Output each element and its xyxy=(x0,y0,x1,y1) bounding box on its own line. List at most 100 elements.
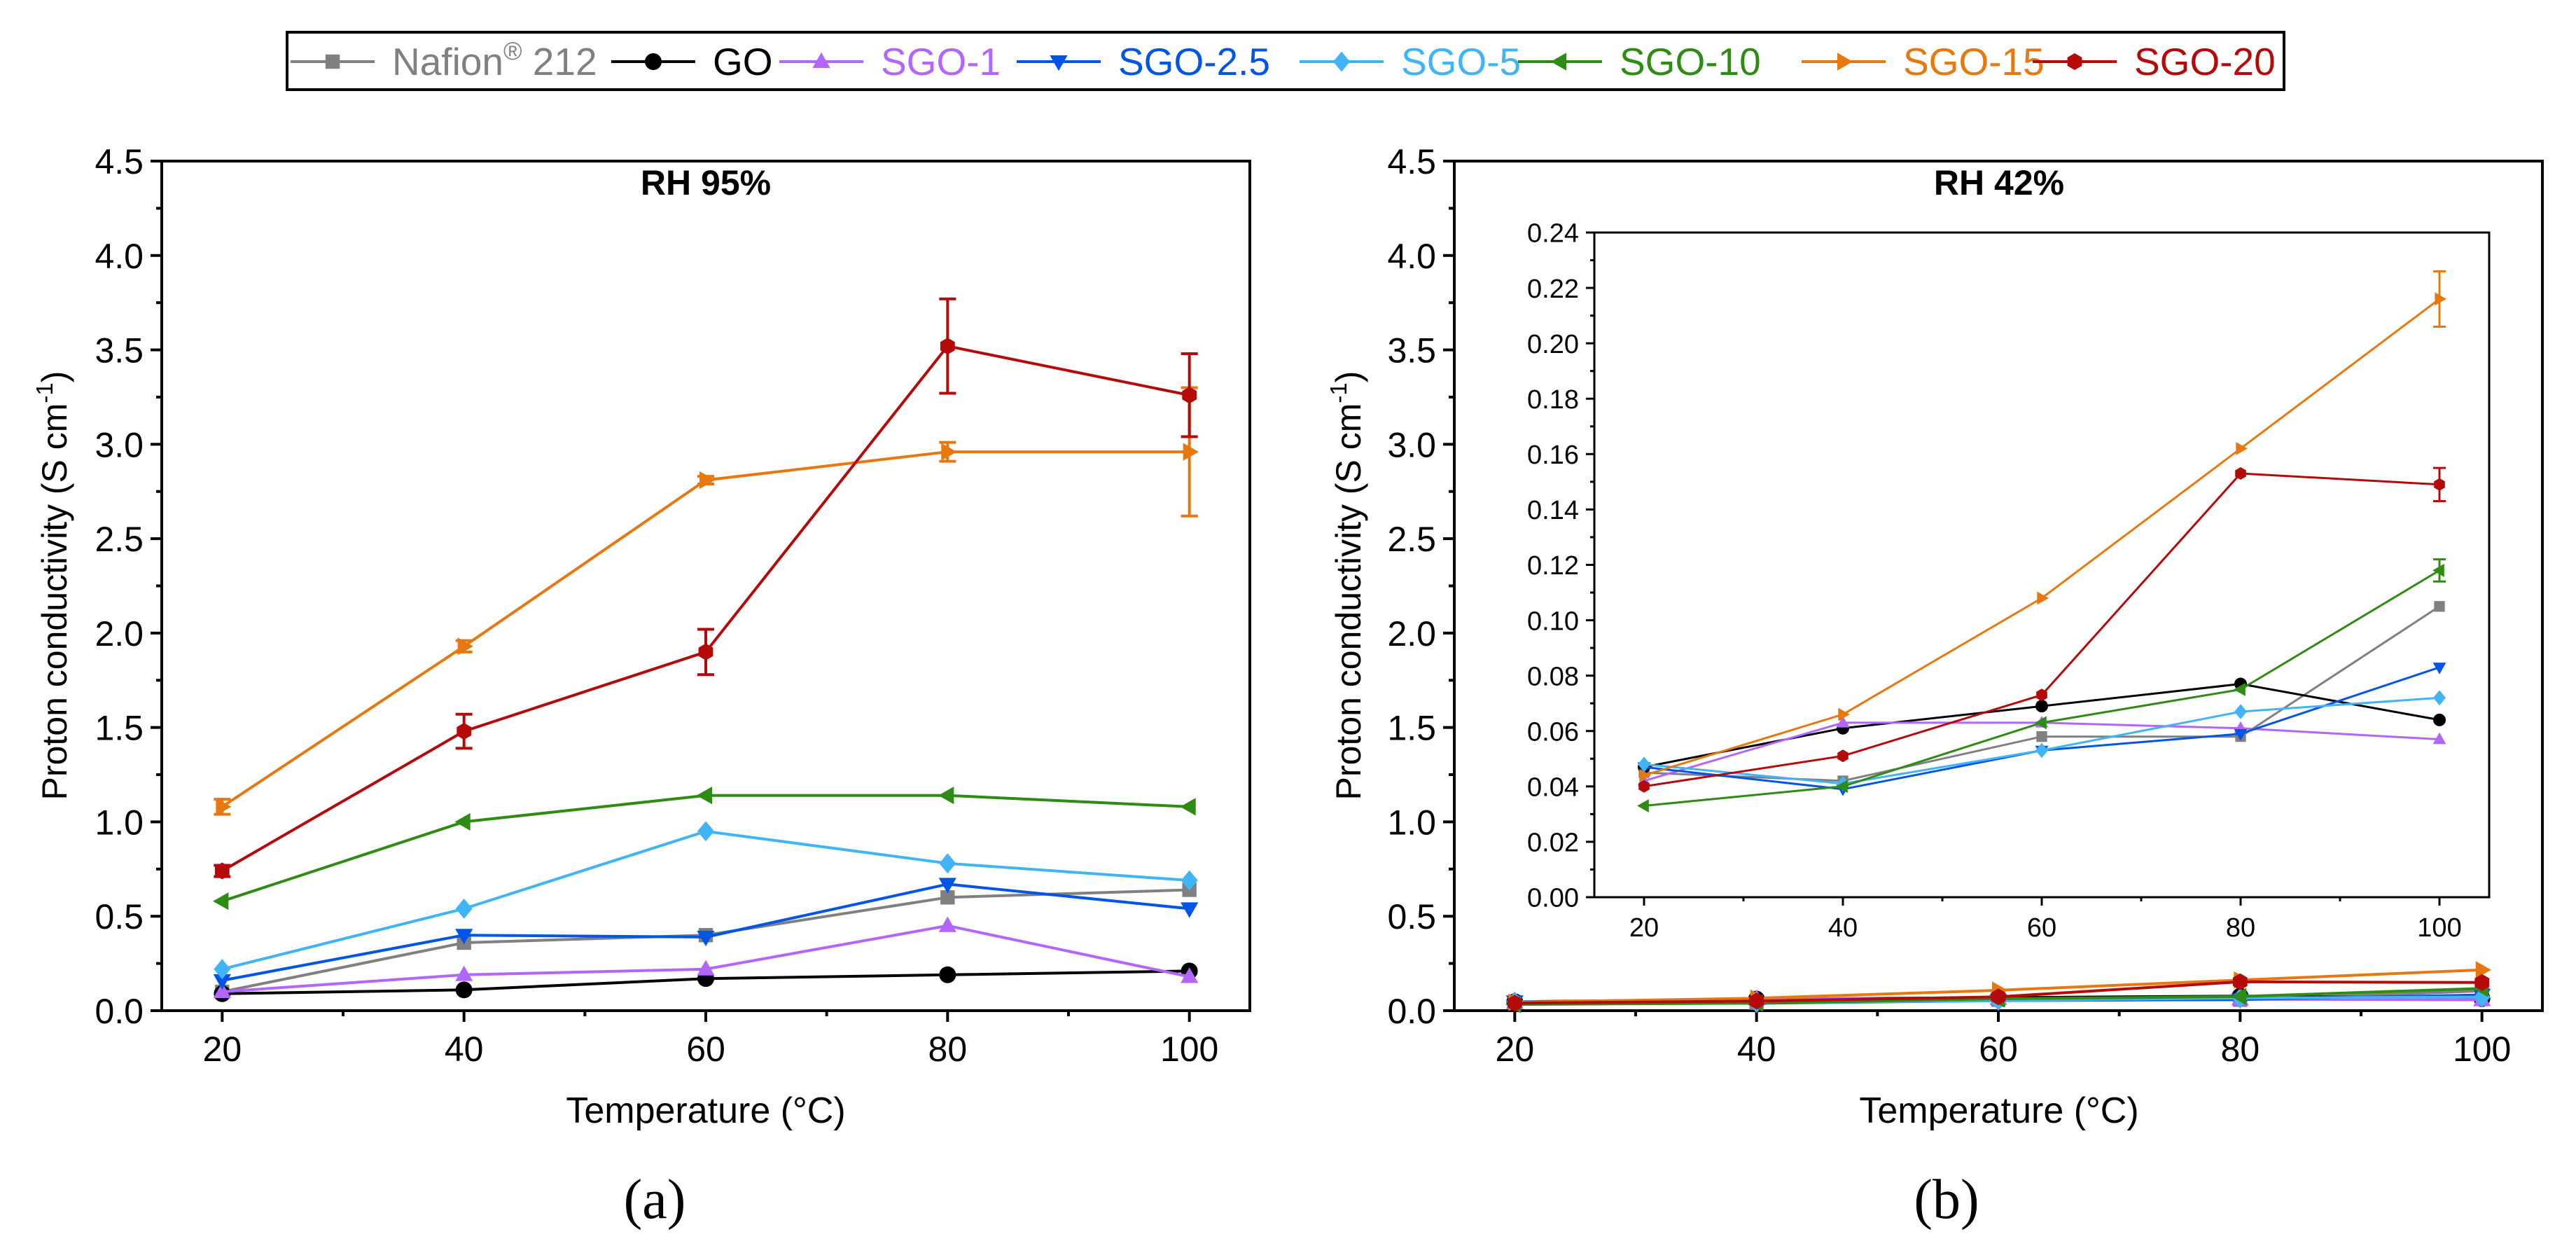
inset-point-sgo-15 xyxy=(1838,707,1850,721)
a-point-sgo-10 xyxy=(1180,798,1196,816)
a-point-sgo-10 xyxy=(938,787,954,805)
b-point-sgo-20 xyxy=(1507,995,1522,1012)
inset-point-sgo-20 xyxy=(1837,749,1849,763)
inset-y-tick-label: 0.20 xyxy=(1527,330,1579,359)
a-point-sgo-1 xyxy=(697,960,715,976)
a-point-sgo-10 xyxy=(213,892,229,911)
a-x-tick-label: 40 xyxy=(445,1030,484,1069)
b-point-sgo-20 xyxy=(1749,992,1764,1010)
inset-y-tick-label: 0.00 xyxy=(1527,884,1579,913)
a-point-sgo-5 xyxy=(939,853,956,874)
a-point-sgo-15 xyxy=(216,798,232,816)
b-y-tick-label: 3.5 xyxy=(1387,331,1436,371)
b-y-tick-label: 0.5 xyxy=(1387,897,1436,936)
a-y-tick-label: 2.5 xyxy=(95,520,144,559)
inset-background xyxy=(1594,233,2489,897)
a-point-go xyxy=(455,981,473,999)
b-inset: 0.00 0.02 0.04 0.06 0.08 0.10 0.12 0.14 0.16 0.18… xyxy=(1527,219,2491,943)
legend-item-nafion-212: Nafion® 212 xyxy=(291,36,597,83)
inset-point-sgo-1 xyxy=(1836,716,1850,728)
inset-series-sgo-15 xyxy=(1639,270,2446,782)
legend-label-nafion-212: Nafion® 212 xyxy=(392,36,597,83)
a-point-sgo-20 xyxy=(940,338,955,355)
b-y-tick-label: 0.0 xyxy=(1387,992,1436,1031)
legend-item-sgo-2-5: SGO-2.5 xyxy=(1017,40,1270,83)
b-chart-title: RH 42% xyxy=(1934,163,2064,202)
a-point-sgo-5 xyxy=(455,899,473,919)
a-y-tick-label: 1.5 xyxy=(95,709,144,748)
b-y-axis-label: Proton conductivity (S cm-1) xyxy=(1325,371,1368,801)
legend-marker-sgo-2-5 xyxy=(1050,55,1068,71)
a-point-sgo-5 xyxy=(697,821,714,842)
a-x-tick-label: 80 xyxy=(928,1030,968,1069)
a-y-axis-label: Proton conductivity (S cm-1) xyxy=(32,371,74,801)
a-series-sgo-2-5 xyxy=(213,878,1199,990)
b-y-tick-label: 4.5 xyxy=(1387,142,1436,181)
a-point-sgo-1 xyxy=(938,916,956,932)
a-point-sgo-15 xyxy=(457,637,473,656)
inset-y-tick-label: 0.14 xyxy=(1527,496,1579,525)
inset-point-sgo-20 xyxy=(2036,688,2047,702)
b-y-tick-label: 1.5 xyxy=(1387,709,1436,748)
b-y-tick-label: 2.0 xyxy=(1387,614,1436,653)
inset-y-tick-label: 0.22 xyxy=(1527,275,1579,304)
inset-y-tick-label: 0.06 xyxy=(1527,717,1579,747)
a-point-sgo-10 xyxy=(454,812,471,831)
a-point-sgo-1 xyxy=(1181,967,1199,983)
a-point-sgo-20 xyxy=(1182,387,1197,404)
legend-label-go: GO xyxy=(713,40,773,83)
a-y-tick-label: 4.0 xyxy=(95,237,144,276)
a-point-sgo-5 xyxy=(214,959,231,980)
legend-label-sgo-2-5: SGO-2.5 xyxy=(1118,40,1270,83)
legend-label-sgo-1: SGO-1 xyxy=(881,40,1001,83)
legend-label-sgo-5: SGO-5 xyxy=(1401,40,1521,83)
b-x-tick-label: 100 xyxy=(2453,1030,2511,1069)
a-x-tick-label: 60 xyxy=(686,1030,725,1069)
b-y-tick-label: 4.0 xyxy=(1387,237,1436,276)
panel-a: 0.0 0.5 1.0 1.5 2.0 2.5 3.0 3.5 4.0 4.5 20 40 60 80 10… xyxy=(32,142,1251,1131)
panel-b: 0.0 0.5 1.0 1.5 2.0 2.5 3.0 3.5 4.0 4.5 20 40 60 80 10… xyxy=(1325,142,2544,1131)
a-point-sgo-20 xyxy=(698,643,713,660)
a-x-axis-label: Temperature (°C) xyxy=(566,1091,845,1131)
legend-item-sgo-1: SGO-1 xyxy=(779,40,1001,83)
a-y-tick-label: 4.5 xyxy=(95,142,144,181)
inset-y-tick-label: 0.16 xyxy=(1527,441,1579,470)
b-x-tick-label: 60 xyxy=(1979,1030,2018,1069)
b-y-tick-label: 1.0 xyxy=(1387,803,1436,842)
b-point-sgo-5 xyxy=(2473,987,2491,1007)
a-point-sgo-20 xyxy=(457,723,472,740)
legend-item-sgo-10: SGO-10 xyxy=(1518,40,1761,83)
legend-item-sgo-5: SGO-5 xyxy=(1300,40,1521,83)
a-point-sgo-2-5 xyxy=(697,930,715,947)
a-y-tick-label: 0.5 xyxy=(95,897,144,936)
a-chart-title: RH 95% xyxy=(641,163,771,202)
a-series-sgo-5 xyxy=(214,821,1198,980)
a-series-sgo-20 xyxy=(214,297,1198,880)
a-series-sgo-1 xyxy=(213,916,1199,998)
legend-marker-nafion-212 xyxy=(325,54,340,69)
inset-y-tick-label: 0.08 xyxy=(1527,662,1579,691)
a-point-sgo-1 xyxy=(455,965,473,981)
inset-y-tick-label: 0.10 xyxy=(1527,607,1579,636)
a-point-sgo-15 xyxy=(941,443,957,461)
legend-marker-go xyxy=(645,53,662,70)
inset-y-tick-label: 0.12 xyxy=(1527,551,1579,581)
legend-label-sgo-15: SGO-15 xyxy=(1903,40,2045,83)
legend-marker-sgo-1 xyxy=(812,52,830,68)
inset-point-sgo-1 xyxy=(2432,732,2446,745)
a-point-sgo-15 xyxy=(699,471,716,490)
legend-label-sgo-10: SGO-10 xyxy=(1620,40,1761,83)
inset-point-sgo-15 xyxy=(1639,768,1651,782)
a-point-sgo-15 xyxy=(1183,443,1199,461)
caption-b: (b) xyxy=(1914,1169,1979,1231)
legend-item-sgo-15: SGO-15 xyxy=(1802,40,2045,83)
inset-point-go xyxy=(2433,713,2446,726)
inset-y-tick-label: 0.24 xyxy=(1527,219,1579,249)
inset-x-tick-label: 40 xyxy=(1828,913,1858,943)
b-point-sgo-20 xyxy=(2474,974,2490,991)
a-point-sgo-10 xyxy=(696,787,712,805)
legend-label-sgo-20: SGO-20 xyxy=(2134,40,2276,83)
b-x-axis-label: Temperature (°C) xyxy=(1859,1091,2138,1131)
caption-a: (a) xyxy=(623,1169,686,1231)
a-point-sgo-2-5 xyxy=(455,929,473,945)
